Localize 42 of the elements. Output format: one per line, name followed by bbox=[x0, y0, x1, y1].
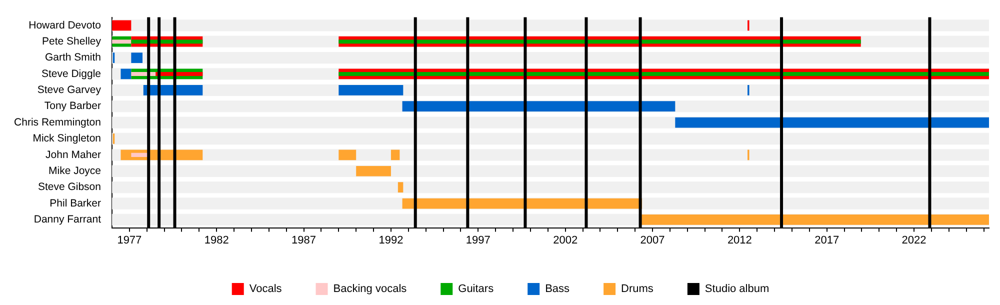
x-tick-label: 2012 bbox=[727, 234, 752, 246]
bar bbox=[338, 150, 356, 160]
legend-label: Backing vocals bbox=[333, 283, 408, 296]
y-tick-label: Mick Singleton bbox=[32, 132, 102, 145]
x-tick-label: 2007 bbox=[640, 234, 665, 246]
y-tick-label: Howard Devoto bbox=[28, 19, 102, 32]
bar bbox=[112, 20, 132, 31]
legend-label: Drums bbox=[621, 283, 654, 296]
y-tick-label: Pete Shelley bbox=[42, 35, 102, 48]
y-tick-label: Steve Gibson bbox=[38, 181, 102, 194]
y-tick-label: Mike Joyce bbox=[48, 165, 102, 178]
legend-label: Studio album bbox=[704, 283, 770, 296]
y-tick-label: Tony Barber bbox=[44, 100, 102, 112]
bar bbox=[390, 150, 400, 160]
bar bbox=[112, 40, 132, 44]
bar bbox=[338, 84, 404, 96]
x-tick-label: 1977 bbox=[117, 234, 142, 246]
y-tick-label: Garth Smith bbox=[44, 52, 102, 64]
legend-label: Vocals bbox=[249, 283, 282, 296]
x-tick-label: 2002 bbox=[553, 234, 578, 246]
x-tick-label: 1997 bbox=[466, 234, 490, 246]
bar bbox=[338, 40, 861, 44]
bar bbox=[398, 182, 404, 192]
x-tick-label: 1992 bbox=[378, 234, 404, 246]
bar bbox=[338, 72, 989, 76]
x-tick-label: 2022 bbox=[902, 234, 926, 246]
y-tick-label: Steve Diggle bbox=[41, 68, 102, 80]
bar bbox=[131, 152, 149, 157]
x-tick-label: 1987 bbox=[292, 234, 316, 246]
legend-label: Guitars bbox=[458, 283, 494, 296]
y-tick-label: Steve Garvey bbox=[37, 84, 102, 96]
y-tick-label: John Maher bbox=[46, 148, 102, 161]
y-tick-label: Danny Farrant bbox=[34, 214, 102, 226]
y-tick-label: Chris Remmington bbox=[14, 116, 102, 128]
bar bbox=[356, 166, 391, 176]
y-tick-label: Phil Barker bbox=[50, 197, 102, 210]
legend-label: Bass bbox=[545, 283, 570, 296]
bar bbox=[402, 101, 676, 112]
x-tick-label: 2017 bbox=[814, 234, 840, 246]
bar bbox=[131, 52, 143, 63]
x-tick-label: 1982 bbox=[204, 234, 229, 246]
bar bbox=[120, 68, 132, 80]
